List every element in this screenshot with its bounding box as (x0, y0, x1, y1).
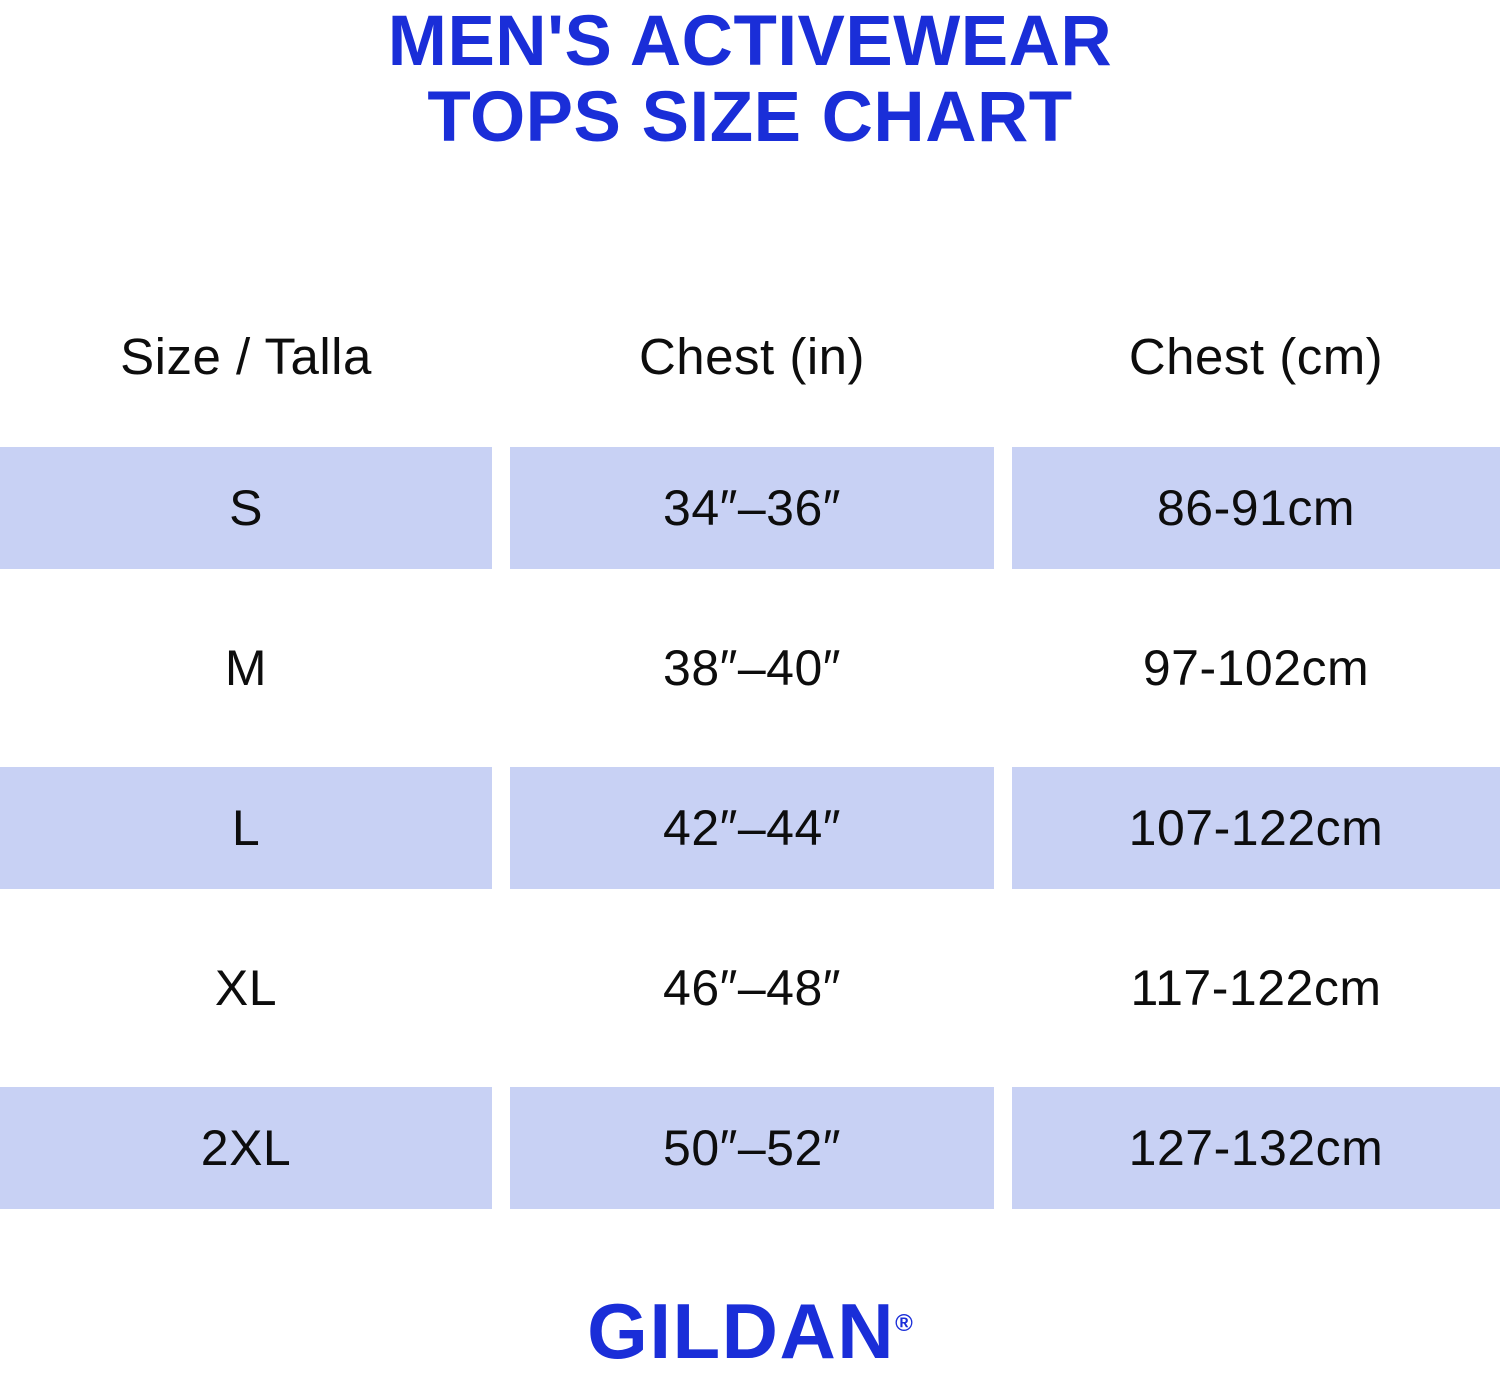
table-header-row: Size / Talla Chest (in) Chest (cm) (0, 285, 1500, 428)
column-header-size: Size / Talla (120, 328, 372, 385)
row-band-chest-cm (1012, 447, 1500, 569)
cell-chest-in: 46″–48″ (663, 960, 841, 1016)
row-band-size (0, 447, 492, 569)
row-band-chest-cm (1012, 1087, 1500, 1209)
cell-chest-cm: 86-91cm (1156, 480, 1356, 536)
column-header-chest-in: Chest (in) (638, 328, 866, 385)
cell-size: M (224, 640, 268, 696)
cell-size: L (231, 800, 261, 856)
cell-chest-in: 34″–36″ (663, 480, 841, 536)
row-band-chest-cm (1012, 767, 1500, 889)
cell-size: S (229, 480, 263, 536)
column-header-chest-cm: Chest (cm) (1128, 328, 1384, 385)
cell-size: XL (214, 960, 278, 1016)
table-row: 2XL 50″–52″ 127-132cm (0, 1068, 1500, 1228)
cell-size: 2XL (200, 1120, 292, 1176)
gildan-wordmark: GILDAN (587, 1287, 896, 1375)
footer: GILDAN® (0, 1288, 1500, 1374)
cell-chest-in: 38″–40″ (663, 640, 841, 696)
table-row: XL 46″–48″ 117-122cm (0, 908, 1500, 1068)
size-chart-table: Size / Talla Chest (in) Chest (cm) S 34″… (0, 285, 1500, 1228)
registered-trademark-icon: ® (895, 1310, 913, 1337)
cell-chest-in: 50″–52″ (663, 1120, 841, 1176)
gildan-logo: GILDAN® (587, 1288, 913, 1374)
cell-chest-cm: 107-122cm (1128, 800, 1384, 856)
row-band-chest-in (510, 447, 994, 569)
row-band-chest-in (510, 1087, 994, 1209)
cell-chest-cm: 117-122cm (1130, 960, 1382, 1016)
cell-chest-cm: 127-132cm (1128, 1120, 1384, 1176)
table-row: L 42″–44″ 107-122cm (0, 748, 1500, 908)
row-band-chest-in (510, 767, 994, 889)
cell-chest-cm: 97-102cm (1142, 640, 1370, 696)
page-title: MEN'S ACTIVEWEAR TOPS SIZE CHART (0, 4, 1500, 156)
page-title-line-1: MEN'S ACTIVEWEAR (387, 2, 1113, 81)
table-row: M 38″–40″ 97-102cm (0, 588, 1500, 748)
table-row: S 34″–36″ 86-91cm (0, 428, 1500, 588)
row-band-size (0, 767, 492, 889)
page-title-line-2: TOPS SIZE CHART (427, 78, 1073, 157)
cell-chest-in: 42″–44″ (663, 800, 841, 856)
row-band-size (0, 1087, 492, 1209)
